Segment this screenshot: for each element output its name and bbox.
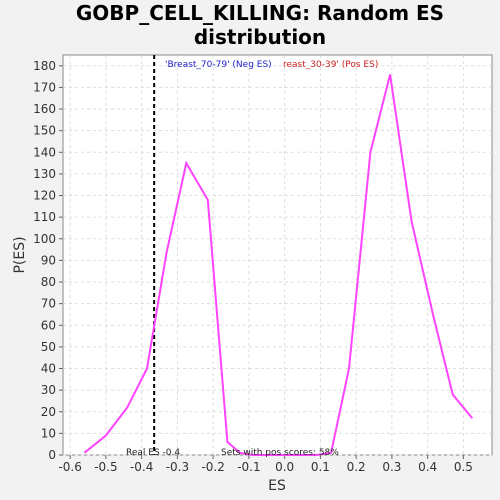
x-tick-label: 0.0 (275, 460, 294, 474)
x-tick-label: 0.2 (347, 460, 366, 474)
legend-neg-es: 'Breast_70-79' (Neg ES) (165, 60, 272, 70)
y-axis-label: P(ES) (12, 236, 28, 273)
y-tick-label: 160 (33, 102, 56, 116)
x-tick-label: -0.4 (130, 460, 153, 474)
x-tick-label: -0.2 (201, 460, 224, 474)
x-tick-label: -0.1 (237, 460, 260, 474)
x-tick-label: -0.5 (94, 460, 117, 474)
y-tick-label: 80 (41, 275, 56, 289)
y-tick-label: 180 (33, 59, 56, 73)
y-tick-label: 0 (48, 448, 56, 462)
y-tick-label: 100 (33, 232, 56, 246)
plot-area (62, 54, 493, 456)
y-tick-label: 50 (41, 340, 56, 354)
y-tick-label: 130 (33, 167, 56, 181)
real-es-label: Real ES -0.4 (126, 448, 180, 458)
y-tick-label: 60 (41, 318, 56, 332)
x-tick-label: -0.3 (166, 460, 189, 474)
y-tick-label: 170 (33, 80, 56, 94)
y-tick-label: 140 (33, 145, 56, 159)
x-tick-label: 0.4 (418, 460, 437, 474)
grid-lines (63, 55, 492, 456)
chart-title-line-2: distribution (194, 25, 326, 49)
y-tick-label: 20 (41, 405, 56, 419)
es-distribution-line (83, 74, 474, 456)
y-tick-label: 110 (33, 210, 56, 224)
y-tick-label: 150 (33, 124, 56, 138)
chart-title-line-1: GOBP_CELL_KILLING: Random ES (76, 1, 444, 25)
x-tick-label: 0.3 (382, 460, 401, 474)
y-tick-label: 40 (41, 362, 56, 376)
y-tick-label: 10 (41, 426, 56, 440)
legend-pos-es: reast_30-39' (Pos ES) (283, 60, 378, 70)
pos-scores-label: Sets with pos scores: 58% (221, 448, 339, 458)
x-tick-label: 0.5 (454, 460, 473, 474)
x-axis-label: ES (268, 478, 286, 494)
x-tick-label: -0.6 (58, 460, 81, 474)
y-tick-label: 70 (41, 297, 56, 311)
y-tick-label: 90 (41, 253, 56, 267)
y-tick-label: 30 (41, 383, 56, 397)
y-tick-label: 120 (33, 189, 56, 203)
x-tick-label: 0.1 (311, 460, 330, 474)
axis-ticks: -0.6 -0.5 -0.4 -0.3 -0.2 -0.1 0.0 0.1 0.2 0.3 0.4 0… (33, 59, 473, 474)
